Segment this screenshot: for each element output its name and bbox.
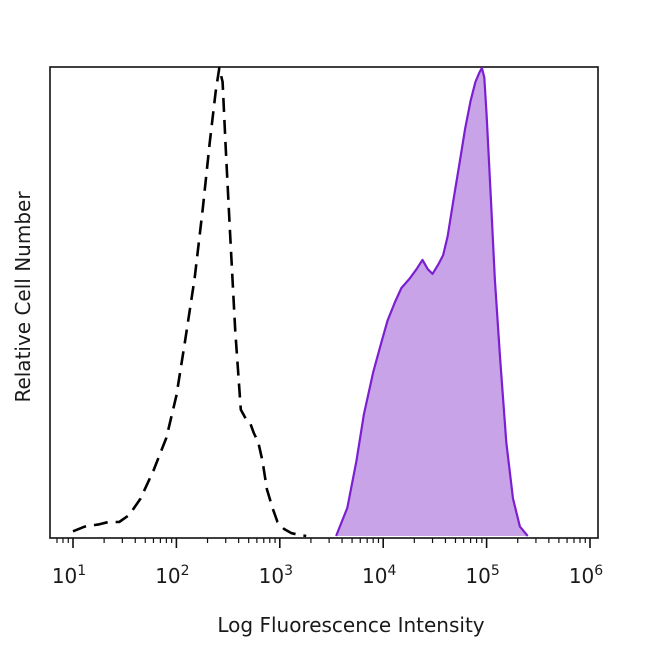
x-axis-title: Log Fluorescence Intensity (217, 613, 484, 637)
stained-histogram-fill (336, 68, 528, 536)
tick-base: 10 (259, 564, 284, 588)
tick-base: 10 (465, 564, 490, 588)
tick-exponent: 3 (284, 563, 293, 579)
control-histogram-dashed-line (72, 66, 307, 538)
major-ticks (72, 538, 591, 548)
tick-exponent: 1 (77, 563, 86, 579)
x-tick-label: 102 (155, 563, 189, 588)
tick-exponent: 2 (181, 563, 190, 579)
stained-histogram-line (335, 66, 529, 537)
tick-base: 10 (52, 564, 77, 588)
x-tick-label: 101 (52, 563, 86, 588)
x-tick-label: 106 (569, 563, 603, 588)
tick-exponent: 4 (387, 563, 396, 579)
tick-exponent: 6 (594, 563, 603, 579)
x-tick-label: 104 (362, 563, 396, 588)
minor-ticks (56, 538, 586, 543)
x-tick-label: 105 (465, 563, 499, 588)
y-axis-title: Relative Cell Number (11, 191, 35, 403)
x-tick-label: 103 (259, 563, 293, 588)
x-tick-labels: 101 102 103 104 105 106 (52, 563, 603, 588)
plot-frame (49, 66, 599, 539)
tick-base: 10 (362, 564, 387, 588)
tick-base: 10 (155, 564, 180, 588)
series-layer (72, 66, 529, 538)
tick-exponent: 5 (491, 563, 500, 579)
tick-base: 10 (569, 564, 594, 588)
